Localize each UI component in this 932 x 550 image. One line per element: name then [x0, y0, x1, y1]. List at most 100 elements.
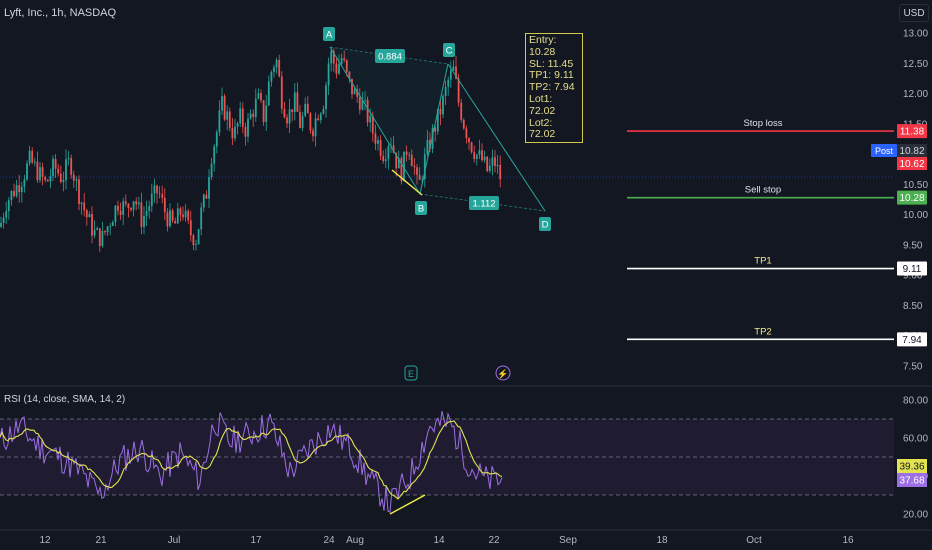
- candle-body: [460, 102, 463, 120]
- candle-body: [338, 64, 340, 74]
- price-tick-label: 8.50: [903, 301, 923, 312]
- candle-body: [397, 157, 400, 169]
- candle-body: [72, 174, 75, 181]
- candle-body: [429, 139, 431, 149]
- earnings-icon: [404, 365, 418, 381]
- candle-body: [44, 177, 47, 180]
- info-lot2: Lot2: 72.02: [529, 116, 556, 141]
- level-tag-bg: [897, 261, 927, 276]
- candle-body: [327, 63, 330, 86]
- candle-body: [257, 93, 260, 99]
- candle-body: [426, 139, 429, 155]
- candle-body: [293, 92, 296, 113]
- candle-body: [93, 229, 96, 236]
- level-tag-bg: [897, 332, 927, 347]
- candle-body: [33, 161, 36, 163]
- candle-body: [304, 103, 307, 116]
- time-tick-label: Sep: [559, 535, 577, 546]
- level-label: Sell stop: [745, 185, 781, 196]
- pattern-point-c-bg: [443, 43, 455, 57]
- level-label: TP1: [754, 256, 771, 267]
- rsi-value-tag: 37.68: [899, 476, 924, 487]
- candle-body: [384, 159, 387, 162]
- time-tick-label: Oct: [746, 535, 762, 546]
- candles: [0, 47, 502, 252]
- candle-body: [452, 66, 455, 71]
- candle-body: [283, 108, 286, 118]
- candle-body: [436, 108, 439, 132]
- rsi-tick-label: 60.00: [903, 434, 928, 445]
- candle-body: [31, 150, 34, 163]
- rsi-divergence-line: [389, 494, 426, 515]
- pattern-point-d-bg: [539, 217, 551, 231]
- candle-body: [267, 81, 270, 106]
- harmonic-pattern: A B C D 0.884 1.112: [323, 27, 551, 231]
- candle-body: [75, 179, 78, 181]
- earnings-icon-label: E: [408, 369, 414, 379]
- candle-body: [325, 85, 327, 110]
- candle-body: [312, 130, 314, 137]
- candle-body: [416, 167, 418, 175]
- trade-info-box: Entry: 10.28 SL: 11.45 TP1: 9.11 TP2: 7.…: [525, 33, 583, 144]
- candle-body: [332, 51, 335, 64]
- level-tag-bg: [897, 190, 927, 205]
- candle-body: [361, 100, 364, 110]
- candle-body: [187, 210, 190, 221]
- candle-body: [210, 163, 213, 178]
- candle-body: [49, 176, 52, 182]
- candle-body: [96, 228, 99, 230]
- pattern-ratio-bg: [375, 49, 405, 63]
- candle-body: [314, 118, 317, 137]
- candle-body: [231, 127, 234, 139]
- candle-body: [475, 154, 478, 160]
- candle-body: [457, 78, 460, 103]
- candle-body: [317, 118, 320, 121]
- candle-body: [52, 158, 54, 177]
- time-tick-label: 12: [39, 535, 51, 546]
- candle-body: [481, 150, 483, 161]
- level-tag: 7.94: [902, 335, 922, 346]
- time-tick-label: 16: [842, 535, 854, 546]
- candle-body: [2, 217, 5, 223]
- candle-body: [382, 155, 385, 162]
- candle-body: [234, 126, 236, 139]
- candle-body: [270, 71, 273, 82]
- candle-body: [161, 194, 164, 198]
- candle-body: [488, 165, 491, 172]
- post-label: Post: [875, 146, 894, 156]
- candle-body: [228, 111, 231, 128]
- post-label-bg: [871, 144, 897, 157]
- candle-body: [418, 174, 421, 180]
- candle-body: [236, 123, 239, 127]
- pattern-leg-AB: [329, 46, 421, 195]
- candle-body: [192, 235, 195, 246]
- pattern-point-a-bg: [323, 27, 335, 41]
- candle-body: [10, 191, 13, 201]
- candle-body: [140, 202, 143, 227]
- level-tag: 11.38: [900, 127, 925, 138]
- candle-body: [395, 152, 398, 169]
- candle-body: [431, 127, 434, 149]
- candle-body: [117, 205, 119, 211]
- candle-body: [98, 228, 101, 247]
- price-tick-label: 7.50: [903, 362, 923, 373]
- pattern-ratio-label: 1.112: [472, 199, 495, 210]
- candle-body: [221, 96, 223, 111]
- candle-body: [7, 200, 10, 212]
- candle-body: [254, 98, 257, 117]
- info-entry: Entry: 10.28: [529, 34, 557, 58]
- rsi-tick-label: 20.00: [903, 510, 928, 521]
- chart-title: Lyft, Inc., 1h, NASDAQ: [4, 7, 117, 19]
- info-tp1: TP1: 9.11: [529, 69, 574, 82]
- candle-body: [356, 89, 359, 97]
- dividend-lightning-icon: [495, 365, 511, 381]
- pattern-fill-abc: [330, 47, 448, 194]
- pattern-leg-CD: [447, 63, 546, 212]
- candle-body: [421, 179, 424, 180]
- candle-body: [319, 113, 322, 121]
- candle-body: [179, 208, 182, 215]
- currency-button[interactable]: USD: [899, 4, 929, 22]
- candle-body: [335, 63, 338, 74]
- candle-body: [171, 210, 174, 221]
